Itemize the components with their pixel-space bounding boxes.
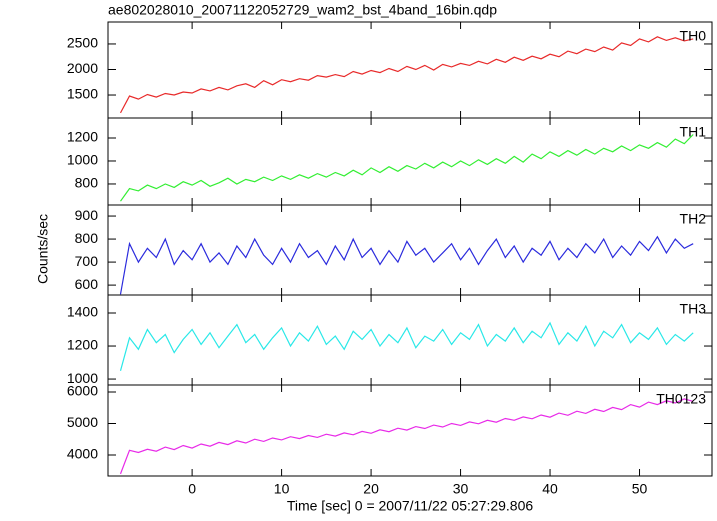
x-tick-label: 30 (453, 481, 469, 497)
y-tick-label: 5000 (67, 414, 98, 430)
x-tick-label: 20 (363, 481, 379, 497)
series-label: TH1 (680, 124, 707, 140)
series-label: TH3 (680, 301, 707, 317)
light-curve (119, 321, 694, 371)
x-axis-label: Time [sec] 0 = 2007/11/22 05:27:29.806 (287, 498, 534, 514)
y-tick-label: 2500 (67, 35, 98, 51)
light-curve (119, 398, 694, 475)
x-tick-label: 50 (632, 481, 648, 497)
y-tick-label: 900 (75, 207, 99, 223)
y-tick-label: 1200 (67, 337, 98, 353)
light-curve (120, 134, 694, 202)
x-tick-label: 10 (274, 481, 290, 497)
panel-frame (107, 204, 713, 296)
y-tick-label: 1500 (67, 86, 98, 102)
panel-frame (107, 21, 713, 119)
series-label: TH2 (680, 211, 707, 227)
y-tick-label: 1400 (67, 304, 98, 320)
y-tick-label: 600 (75, 276, 99, 292)
y-tick-label: 800 (75, 175, 99, 191)
y-tick-label: 4000 (67, 446, 98, 462)
series-label: TH0123 (656, 391, 706, 407)
panel-frame (107, 117, 713, 206)
y-tick-label: 1200 (67, 129, 98, 145)
y-tick-label: 1000 (67, 152, 98, 168)
light-curve (119, 235, 694, 295)
x-tick-label: 0 (188, 481, 196, 497)
y-tick-label: 2000 (67, 60, 98, 76)
y-tick-label: 800 (75, 230, 99, 246)
chart-title: ae802028010_20071122052729_wam2_bst_4ban… (108, 2, 497, 18)
panel-frame (107, 384, 713, 477)
x-tick-label: 40 (542, 481, 558, 497)
y-axis-label: Counts/sec (35, 214, 51, 284)
y-tick-label: 700 (75, 253, 99, 269)
y-tick-label: 1000 (67, 370, 98, 386)
light-curve (119, 36, 694, 114)
series-label: TH0 (680, 28, 707, 44)
y-tick-label: 6000 (67, 383, 98, 399)
